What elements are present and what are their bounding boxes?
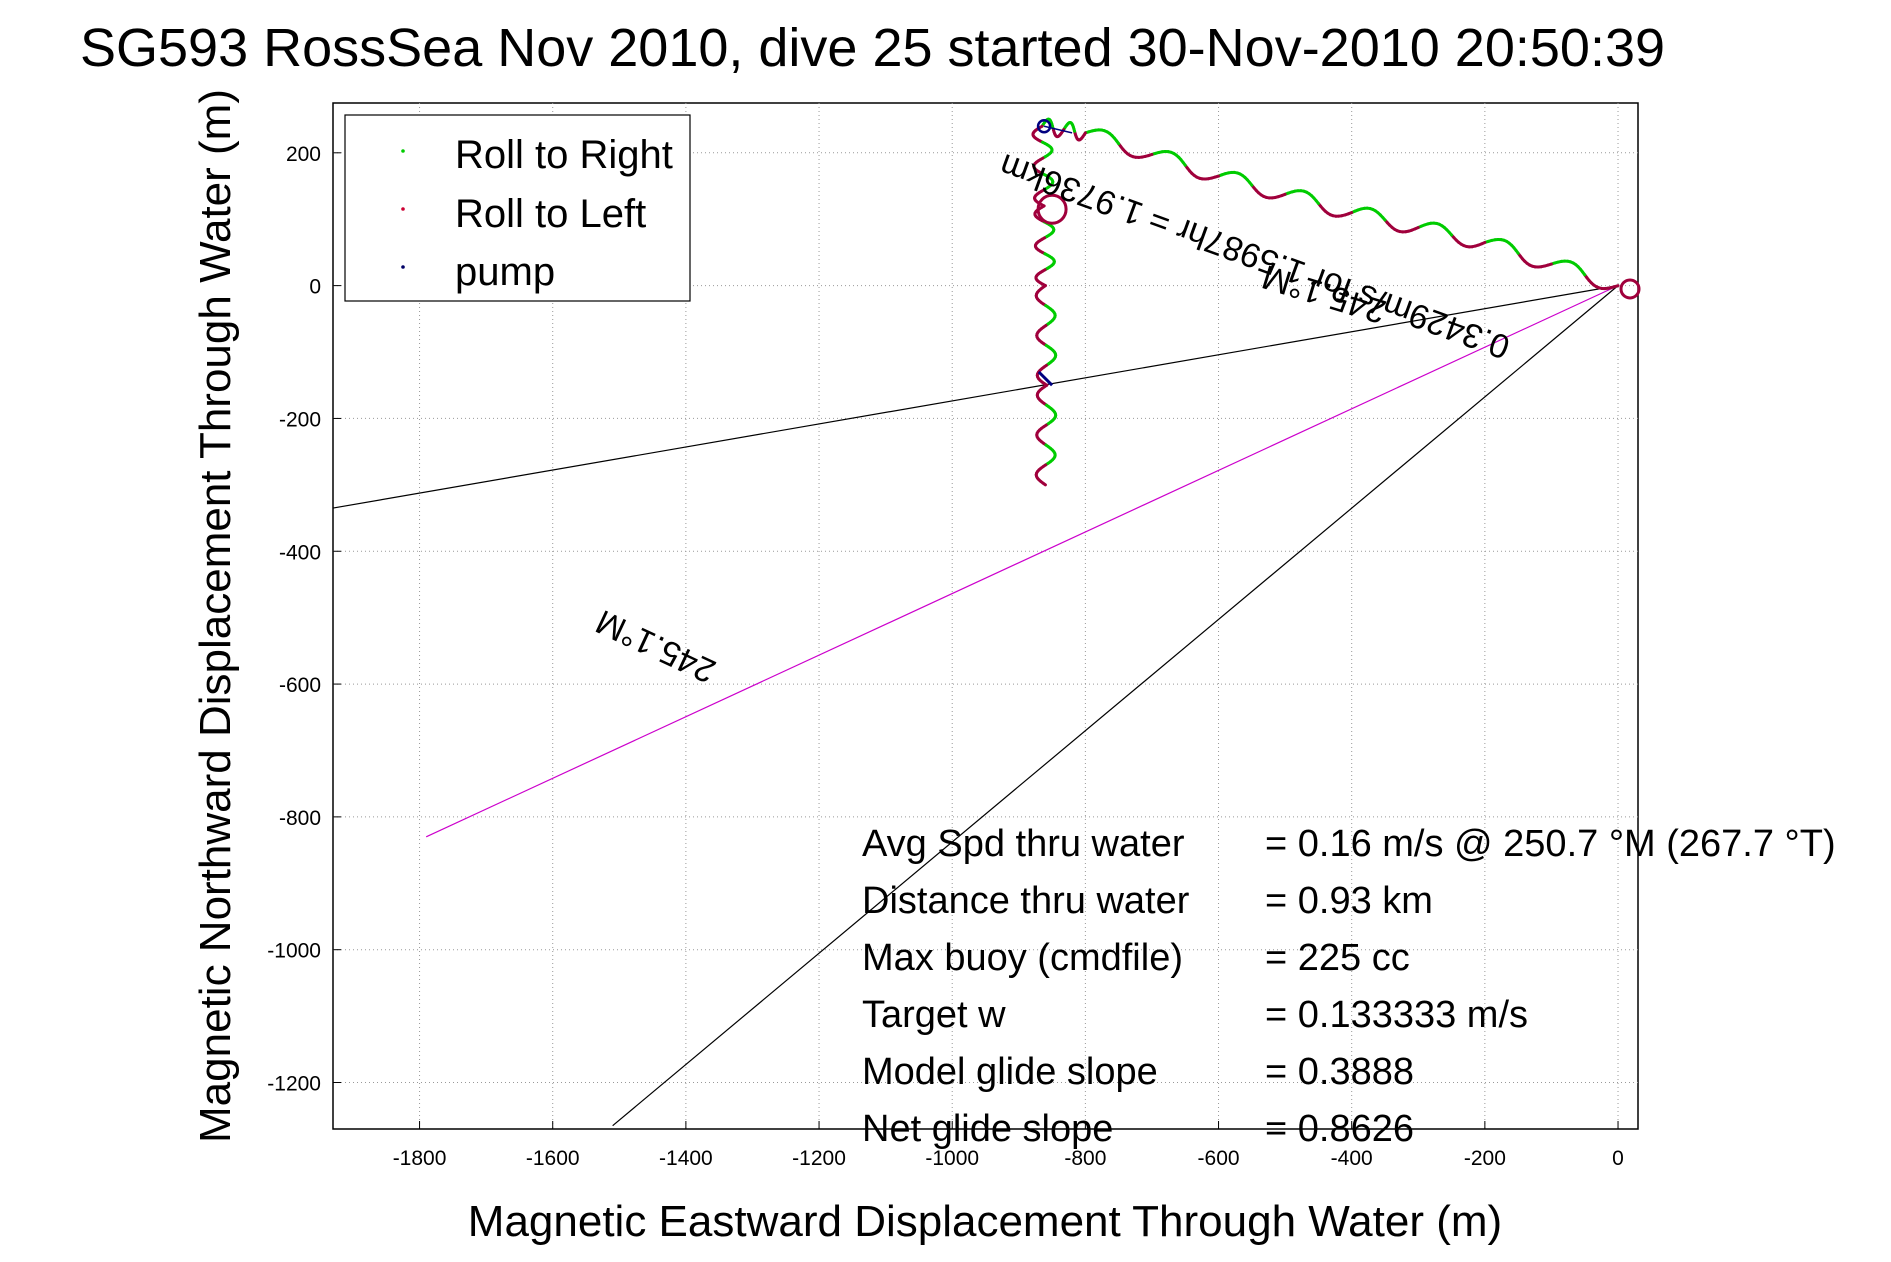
stat-value-1: = 0.93 km bbox=[1265, 880, 1433, 922]
stats-block: Avg Spd thru water = 0.16 m/s @ 250.7 °M… bbox=[862, 823, 1836, 1150]
reference-lines bbox=[332, 285, 1619, 1127]
legend-label-pump: pump bbox=[455, 250, 555, 294]
legend-marker-right bbox=[401, 149, 405, 153]
track-pump-mark bbox=[1036, 118, 1052, 134]
legend-marker-left bbox=[401, 207, 405, 211]
stat-label-1: Distance thru water bbox=[862, 880, 1190, 922]
x-tick-label: -1000 bbox=[925, 1147, 979, 1170]
stat-value-2: = 225 cc bbox=[1265, 937, 1410, 979]
track-loop-start bbox=[1619, 278, 1641, 300]
grid bbox=[333, 103, 1638, 1129]
stat-label-3: Target w bbox=[862, 994, 1006, 1036]
x-tick-label: -1800 bbox=[393, 1147, 447, 1170]
y-tick-label: 0 bbox=[309, 276, 321, 299]
stat-label-4: Model glide slope bbox=[862, 1051, 1158, 1093]
y-tick-label: -600 bbox=[279, 674, 321, 697]
legend-label-right: Roll to Right bbox=[455, 133, 673, 177]
stat-value-0: = 0.16 m/s @ 250.7 °M (267.7 °T) bbox=[1265, 823, 1836, 865]
stat-value-3: = 0.133333 m/s bbox=[1265, 994, 1528, 1036]
chart-title: SG593 RossSea Nov 2010, dive 25 started … bbox=[80, 18, 1665, 78]
x-ticks: -1800 -1600 -1400 -1200 -1000 -800 -600 -400 -20… bbox=[393, 1121, 1624, 1170]
legend: Roll to Right Roll to Left pump bbox=[344, 114, 691, 302]
stat-label-5: Net glide slope bbox=[862, 1108, 1113, 1150]
y-tick-label: -800 bbox=[279, 807, 321, 830]
y-tick-label: -1200 bbox=[267, 1073, 321, 1096]
line-b bbox=[425, 285, 1619, 838]
y-tick-label: -400 bbox=[279, 541, 321, 564]
x-tick-label: -800 bbox=[1064, 1147, 1106, 1170]
x-tick-label: -1600 bbox=[526, 1147, 580, 1170]
stat-label-2: Max buoy (cmdfile) bbox=[862, 937, 1183, 979]
x-axis-label: Magnetic Eastward Displacement Through W… bbox=[468, 1197, 1502, 1246]
x-tick-label: -1400 bbox=[659, 1147, 713, 1170]
x-tick-label: -600 bbox=[1198, 1147, 1240, 1170]
y-tick-label: -200 bbox=[279, 408, 321, 431]
y-tick-label: 200 bbox=[286, 143, 321, 166]
track-pump-connector bbox=[1043, 125, 1073, 134]
line-a bbox=[332, 285, 1619, 509]
y-tick-label: -1000 bbox=[267, 940, 321, 963]
track-loop-mid bbox=[1036, 193, 1068, 225]
track-segment-south bbox=[1041, 481, 1047, 487]
stat-label-0: Avg Spd thru water bbox=[862, 823, 1185, 865]
legend-label-left: Roll to Left bbox=[455, 192, 646, 236]
x-tick-label: -1200 bbox=[792, 1147, 846, 1170]
x-tick-label: -400 bbox=[1331, 1147, 1373, 1170]
y-axis-label: Magnetic Northward Displacement Through … bbox=[191, 89, 240, 1143]
stat-value-4: = 0.3888 bbox=[1265, 1051, 1414, 1093]
stat-value-5: = 0.8626 bbox=[1265, 1108, 1414, 1150]
track-pump-segment bbox=[1037, 370, 1054, 387]
glider-track bbox=[1031, 117, 1641, 487]
x-tick-label: -200 bbox=[1464, 1147, 1506, 1170]
y-ticks: 200 0 -200 -400 -600 -800 -1000 -1200 bbox=[267, 143, 341, 1096]
x-tick-label: 0 bbox=[1612, 1147, 1624, 1170]
line-c bbox=[612, 285, 1619, 1127]
legend-marker-pump bbox=[401, 265, 405, 269]
